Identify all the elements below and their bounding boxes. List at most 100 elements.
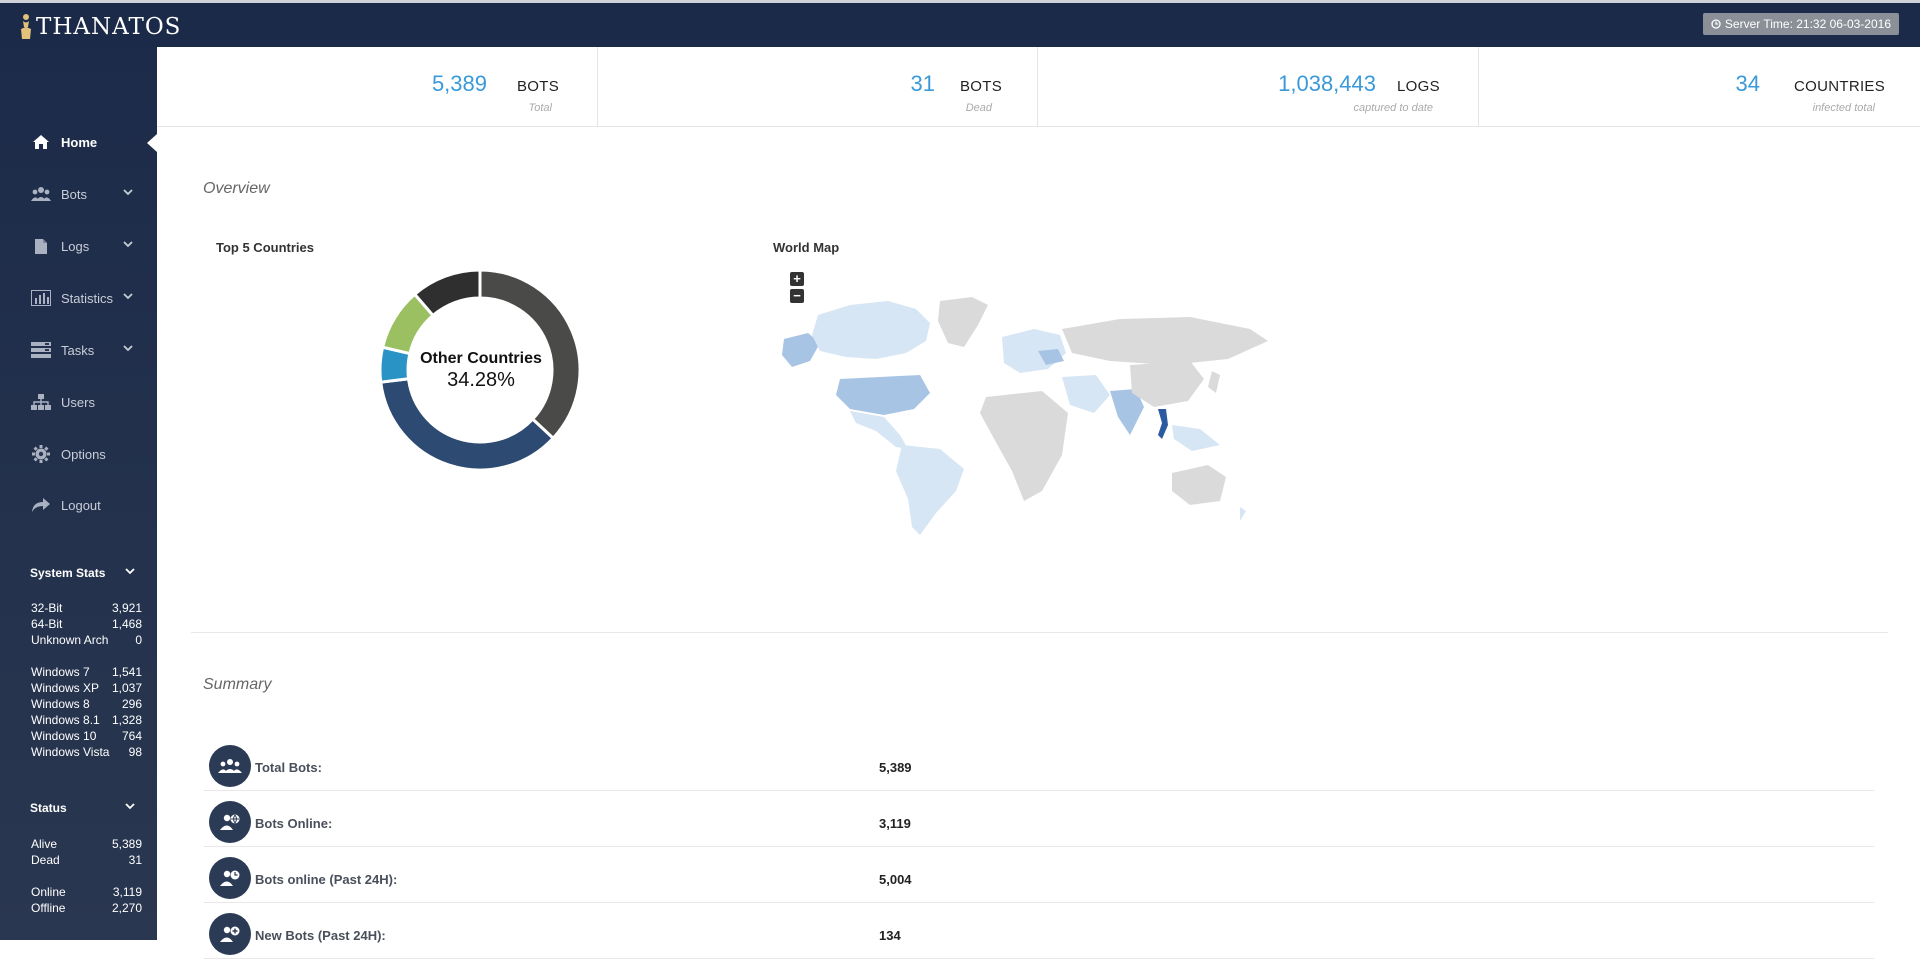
overview-title: Overview: [203, 180, 270, 197]
sidebar-item-statistics[interactable]: Statistics: [0, 281, 157, 315]
stat-label: Dead: [31, 853, 60, 867]
sidebar-item-tasks[interactable]: Tasks: [0, 333, 157, 367]
map-region-australia[interactable]: [1172, 465, 1226, 505]
summary-value: 5,004: [879, 872, 912, 887]
server-time-badge: Server Time: 21:32 06-03-2016: [1702, 13, 1899, 35]
stat-value: 0: [135, 633, 142, 647]
stat-unit: COUNTRIES: [1794, 78, 1886, 95]
users-group-icon: [209, 745, 251, 787]
sidebar-item-bots[interactable]: Bots: [0, 177, 157, 211]
stat-card-dead-bots: 31 BOTS Dead: [598, 47, 1038, 127]
stat-card-countries: 34 COUNTRIES infected total: [1479, 47, 1920, 127]
sidebar-item-label: Bots: [61, 186, 88, 202]
stat-row-unknown-arch: Unknown Arch 0: [31, 632, 142, 648]
server-time-text: Server Time: 21:32 06-03-2016: [1724, 17, 1891, 31]
stat-card-total-bots: 5,389 BOTS Total: [157, 47, 598, 127]
logo-text: THANATOS: [36, 14, 182, 40]
gear-icon: [30, 445, 52, 463]
stat-value: 2,270: [111, 901, 142, 915]
map-region-china[interactable]: [1130, 361, 1204, 407]
stat-value: 1,541: [111, 665, 142, 679]
stat-sub: Total: [528, 102, 552, 114]
tasks-icon: [30, 341, 52, 359]
world-map[interactable]: [780, 295, 1270, 540]
summary-row-bots-online: Bots Online: 3,119: [204, 791, 1874, 847]
map-zoom-out-button[interactable]: −: [790, 289, 804, 303]
user-globe-icon: [209, 801, 251, 843]
donut-center-value: 34.28%: [447, 369, 515, 391]
map-region-middle-east[interactable]: [1062, 375, 1110, 413]
donut-slice-4[interactable]: [412, 268, 482, 318]
sitemap-icon: [30, 393, 52, 411]
map-zoom-in-button[interactable]: +: [790, 272, 804, 286]
status-header[interactable]: Status: [30, 801, 135, 815]
stat-label: Windows 8.1: [31, 713, 100, 727]
sidebar-item-label: Logs: [61, 238, 90, 254]
stat-row-win10: Windows 10 764: [31, 728, 142, 744]
top5-donut-chart: Other Countries 34.28%: [378, 268, 582, 472]
map-region-india[interactable]: [1110, 389, 1144, 435]
donut-slice-1[interactable]: [379, 377, 556, 472]
sidebar-item-users[interactable]: Users: [0, 385, 157, 419]
stat-row-dead: Dead 31: [31, 852, 142, 868]
app-logo[interactable]: THANATOS: [18, 12, 181, 42]
system-stats-title: System Stats: [30, 566, 106, 580]
summary-label: Total Bots:: [255, 760, 322, 775]
file-icon: [30, 237, 52, 255]
stat-label: 64-Bit: [31, 617, 63, 631]
stat-number: 34: [1735, 71, 1760, 96]
stat-label: Offline: [31, 901, 66, 915]
map-region-mexico[interactable]: [850, 411, 908, 449]
sidebar: Home Bots Logs Statistics Tasks Use: [0, 47, 157, 940]
map-region-japan[interactable]: [1208, 371, 1220, 393]
system-stats-header[interactable]: System Stats: [30, 566, 135, 580]
map-region-usa[interactable]: [836, 375, 930, 415]
stat-row-offline: Offline 2,270: [31, 900, 142, 916]
stat-label: Windows XP: [31, 681, 100, 695]
summary-value: 134: [879, 928, 901, 943]
sidebar-item-label: Tasks: [61, 342, 95, 358]
stat-label: Online: [31, 885, 66, 899]
summary-value: 3,119: [879, 816, 911, 831]
stat-value: 1,037: [111, 681, 142, 695]
sidebar-item-label: Logout: [61, 497, 101, 513]
map-region-vietnam[interactable]: [1158, 409, 1168, 439]
map-region-africa[interactable]: [980, 391, 1068, 501]
map-region-russia[interactable]: [1062, 317, 1268, 365]
map-region-south-america[interactable]: [896, 445, 964, 535]
clock-icon: [1711, 19, 1721, 29]
summary-title: Summary: [203, 676, 272, 693]
sidebar-item-home[interactable]: Home: [0, 125, 157, 159]
sidebar-item-logs[interactable]: Logs: [0, 229, 157, 263]
stat-value: 5,389: [111, 837, 142, 851]
map-region-greenland[interactable]: [938, 297, 988, 347]
stat-value: 1,468: [111, 617, 142, 631]
sidebar-item-logout[interactable]: Logout: [0, 488, 157, 522]
map-region-southeast-asia[interactable]: [1172, 425, 1220, 451]
stat-row-32bit: 32-Bit 3,921: [31, 600, 142, 616]
map-region-alaska[interactable]: [782, 333, 820, 367]
stat-row-online: Online 3,119: [31, 884, 142, 900]
summary-row-bots-online-24h: Bots online (Past 24H): 5,004: [204, 847, 1874, 903]
section-divider: [191, 632, 1888, 633]
user-clock-icon: [209, 857, 251, 899]
chevron-down-icon: [123, 345, 133, 352]
sidebar-item-label: Options: [61, 446, 106, 462]
top5-countries-label: Top 5 Countries: [216, 240, 314, 255]
map-region-canada[interactable]: [812, 301, 930, 359]
summary-label: Bots Online:: [255, 816, 333, 831]
summary-row-total-bots: Total Bots: 5,389: [204, 735, 1874, 791]
user-plus-icon: [209, 913, 251, 955]
stat-row-winxp: Windows XP 1,037: [31, 680, 142, 696]
stat-label: Windows 8: [31, 697, 90, 711]
sidebar-item-options[interactable]: Options: [0, 437, 157, 471]
map-region-ukraine[interactable]: [1038, 349, 1064, 365]
summary-row-new-bots-24h: New Bots (Past 24H): 134: [204, 903, 1874, 959]
stat-value: 296: [121, 697, 142, 711]
stat-unit: BOTS: [960, 78, 1003, 95]
stat-value: 98: [128, 745, 142, 759]
map-region-new-zealand[interactable]: [1240, 507, 1246, 521]
donut-center-label: Other Countries: [420, 350, 542, 367]
stat-row-win7: Windows 7 1,541: [31, 664, 142, 680]
sidebar-item-label: Statistics: [61, 290, 114, 306]
